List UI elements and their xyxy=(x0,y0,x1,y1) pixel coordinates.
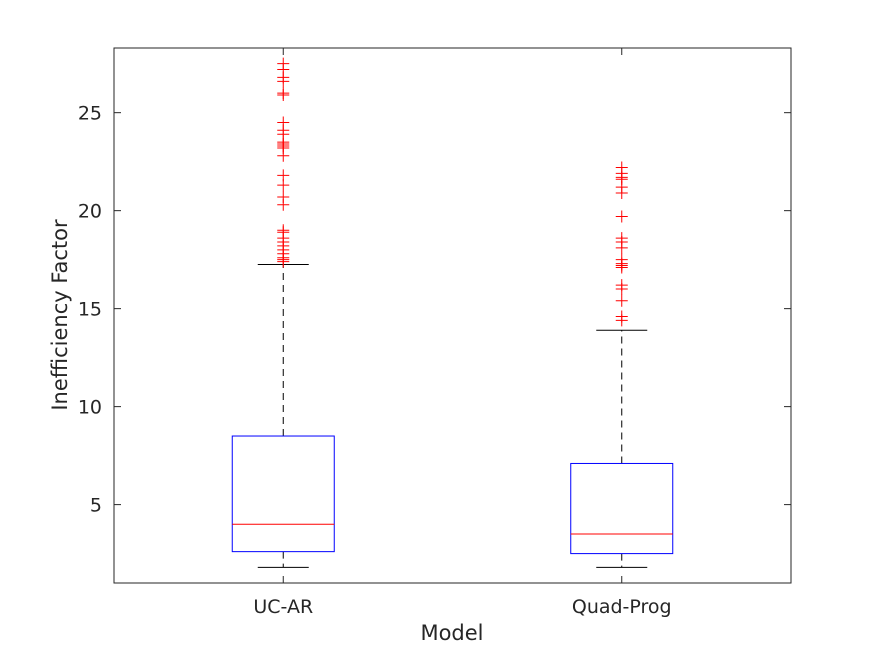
box-uc-ar xyxy=(231,57,335,568)
y-axis-title: Inefficiency Factor xyxy=(48,219,72,411)
y-axis-ticks: 5 10 15 20 25 xyxy=(78,103,791,517)
box-quad-prog xyxy=(570,161,674,568)
outlier-marker xyxy=(277,116,290,129)
y-tick-label: 20 xyxy=(78,201,102,223)
outlier-marker xyxy=(277,224,290,237)
outlier-marker xyxy=(277,169,290,182)
outlier-marker xyxy=(615,310,628,323)
outlier-marker xyxy=(277,87,290,100)
iqr-box xyxy=(231,435,335,553)
outlier-marker xyxy=(615,232,628,245)
iqr-box xyxy=(570,462,674,555)
box-series xyxy=(231,57,674,568)
x-axis-title: Model xyxy=(420,621,483,645)
y-tick-label: 5 xyxy=(90,495,102,517)
y-tick-label: 15 xyxy=(78,299,102,321)
x-tick-label: Quad-Prog xyxy=(572,596,672,618)
x-tick-label: UC-AR xyxy=(253,596,313,618)
y-tick-label: 10 xyxy=(78,397,102,419)
outlier-marker xyxy=(615,253,628,266)
y-tick-label: 25 xyxy=(78,103,102,125)
outlier-marker xyxy=(615,210,628,223)
x-axis-ticks: UC-AR Quad-Prog xyxy=(253,48,672,618)
outlier-marker xyxy=(277,190,290,203)
plot-area xyxy=(113,47,792,584)
outlier-marker xyxy=(277,57,290,70)
outlier-marker xyxy=(615,161,628,174)
outlier-marker xyxy=(615,294,628,307)
outlier-marker xyxy=(615,279,628,292)
